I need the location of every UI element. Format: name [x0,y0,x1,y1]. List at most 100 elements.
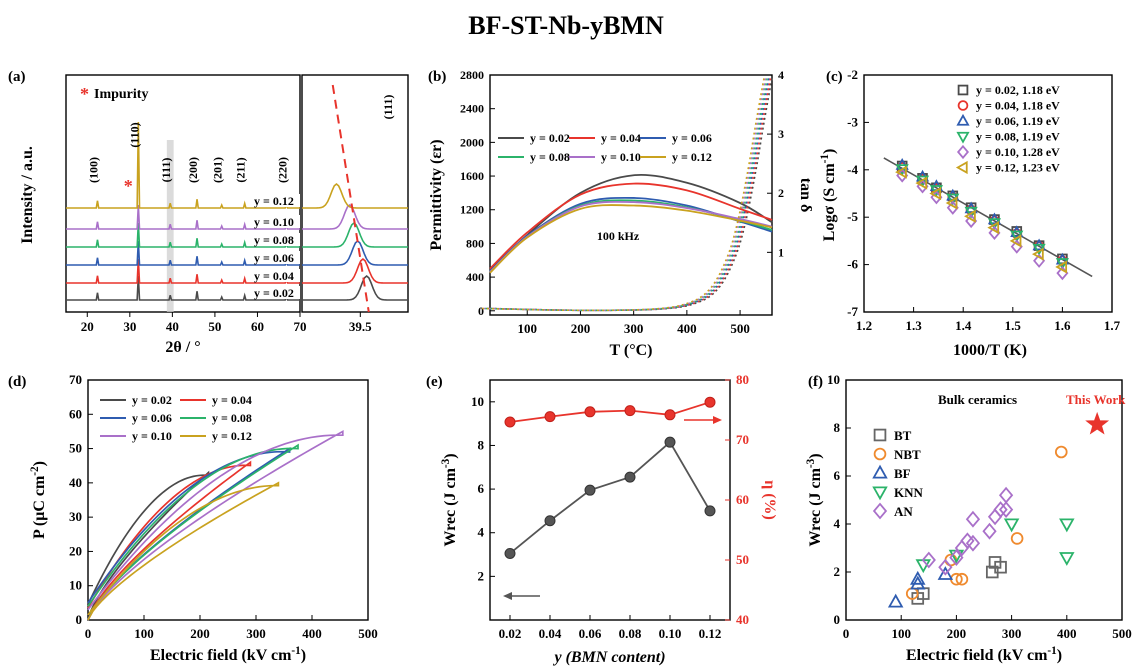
panel-d-legend-2-label: y = 0.06 [132,411,172,425]
panel-a-peak-label-6: (220) [275,157,289,183]
panel-c-point-5-8 [1055,260,1068,274]
panel-d-ytick-label-3: 30 [69,509,82,524]
panel-b-ytick-label-6: 2400 [460,102,484,116]
panel-b-xtick-label-2: 300 [624,321,644,336]
panel-b-tan-2 [486,77,770,312]
panel-b-ytick-label-2: 800 [466,236,484,250]
panel-b-ylabel2: tan δ [797,178,814,213]
panel-a-xtick-label-2: 40 [166,319,179,334]
panel-a-pattern-1 [66,258,300,284]
panel-c-point-5-4 [964,209,976,223]
panel-c-legend-marker-4 [956,144,970,160]
panel-f-annotation: Bulk ceramics [938,392,1017,407]
panel-a-series-label-5: y = 0.12 [254,194,294,208]
panel-d-ylabel: P (μC cm-2) [29,461,48,539]
panel-f-point-4-11 [998,501,1014,519]
panel-b-legend-2-label: y = 0.06 [672,131,712,145]
panel-f-xtick-label-4: 400 [1057,626,1077,641]
panel-d-label: (d) [8,374,26,390]
panel-c-ytick-label-3: -4 [847,162,858,177]
panel-a-frame [65,74,301,313]
panel-e-point-0-4 [664,436,676,448]
panel-f-point-1-2 [955,572,969,586]
panel-a-inset-peak-4 [302,203,408,230]
panel-f-xtick-label-1: 100 [891,626,911,641]
panel-c-frame [863,74,1113,313]
panel-f-label: (f) [808,374,823,390]
panel-e-xtick-label-2: 0.06 [579,626,602,641]
panel-e-xtick-label-5: 0.12 [699,626,722,641]
panel-e-y2tick-label-2: 60 [736,492,749,507]
panel-a-series-label-3: y = 0.08 [254,233,294,247]
panel-a-pattern-3 [66,222,300,248]
panel-e-point-1-3 [624,405,636,417]
panel-f-point-1-4 [1054,445,1068,459]
panel-e-point-1-5 [704,396,716,408]
panel-f-ytick-label-2: 4 [834,516,841,531]
panel-b-permittivity-5 [489,204,773,274]
panel-c-point-5-6 [1009,234,1022,248]
panel-f-point-3-2 [1003,518,1020,533]
panel-b-xtick-label-1: 200 [571,321,591,336]
panel-b-legend-5-label: y = 0.12 [672,150,712,164]
panel-a-series-label-2: y = 0.06 [254,251,294,265]
panel-b-legend-3-label: y = 0.08 [530,150,570,164]
panel-a-xtick-label-5: 70 [294,319,307,334]
panel-d-ytick-label-6: 60 [69,406,82,421]
panel-c-legend-marker-5 [955,160,968,175]
panel-a-inset-shift-line [331,84,370,313]
panel-d-loop-3 [87,443,299,621]
panel-b-tan-0 [489,77,773,312]
panel-d-xtick-label-2: 200 [190,626,210,641]
panel-b-ytick-label-3: 1200 [460,203,484,217]
panel-d-xtick-label-1: 100 [134,626,154,641]
panel-c-point-5-3 [945,196,958,210]
panel-a-series-label-bg-5 [250,194,300,207]
panel-f-legend-marker-3 [872,486,888,501]
panel-e-ylabel2: η (%) [761,480,778,520]
panel-b-y2tick-label-2: 3 [778,127,784,141]
panel-f-ytick-label-0: 0 [834,612,841,627]
panel-b-xtick-label-4: 500 [730,321,750,336]
panel-c-xlabel: 1000/T (K) [953,342,1027,359]
panel-e-y2tick-label-1: 50 [736,552,749,567]
panel-b-ytick-label-5: 2000 [460,135,484,149]
panel-a-label: (a) [8,69,26,85]
panel-f-xtick-label-0: 0 [843,626,850,641]
panel-e-frame [489,379,731,621]
panel-c-legend-label-4: y = 0.10, 1.28 eV [976,145,1060,159]
panel-f-legend-marker-4 [872,502,888,520]
panel-a-pattern-0 [66,275,300,301]
panel-a-impurity-star: * [80,84,89,104]
panel-e-point-0-2 [584,484,596,496]
panel-c-legend-label-0: y = 0.02, 1.18 eV [976,83,1060,97]
panel-c-legend-label-2: y = 0.06, 1.19 eV [976,114,1060,128]
panel-d-ytick-label-7: 70 [69,372,82,387]
panel-b-y2tick-label-1: 2 [778,186,784,200]
panel-c-xtick-label-0: 1.2 [856,318,872,333]
panel-c-xtick-label-1: 1.3 [905,318,922,333]
panel-c-xtick-label-2: 1.4 [955,318,972,333]
panel-f-point-4-0 [921,551,936,569]
panel-e-xtick-label-1: 0.04 [539,626,562,641]
panel-f-point-4-2 [949,549,964,567]
panel-f-point-4-5 [965,534,981,552]
panel-a-peak-label-3: (200) [186,157,200,183]
panel-a-inset-peak-0 [302,274,408,301]
panel-f-xtick-label-2: 200 [947,626,967,641]
panel-d-ytick-label-0: 0 [76,612,83,627]
panel-c-ytick-label-2: -5 [847,209,858,224]
panel-e-point-0-5 [704,505,716,517]
panel-d-loop-5 [87,481,280,621]
panel-f-point-3-3 [1059,518,1075,533]
panel-f-point-4-8 [987,508,1003,526]
panel-f-point-2-0 [887,593,904,608]
panel-c-xtick-label-5: 1.7 [1104,318,1121,333]
panel-d-legend-3-label: y = 0.08 [212,411,252,425]
panel-e-xtick-label-4: 0.10 [659,626,682,641]
panel-a-peak-label-1: (110) [127,122,141,147]
panel-b-xlabel: T (°C) [610,342,653,359]
panel-f-ylabel: Wrec (J cm-3) [805,453,824,546]
panel-a-inset-peak-1 [302,257,408,284]
panel-e-point-0-1 [544,515,556,527]
